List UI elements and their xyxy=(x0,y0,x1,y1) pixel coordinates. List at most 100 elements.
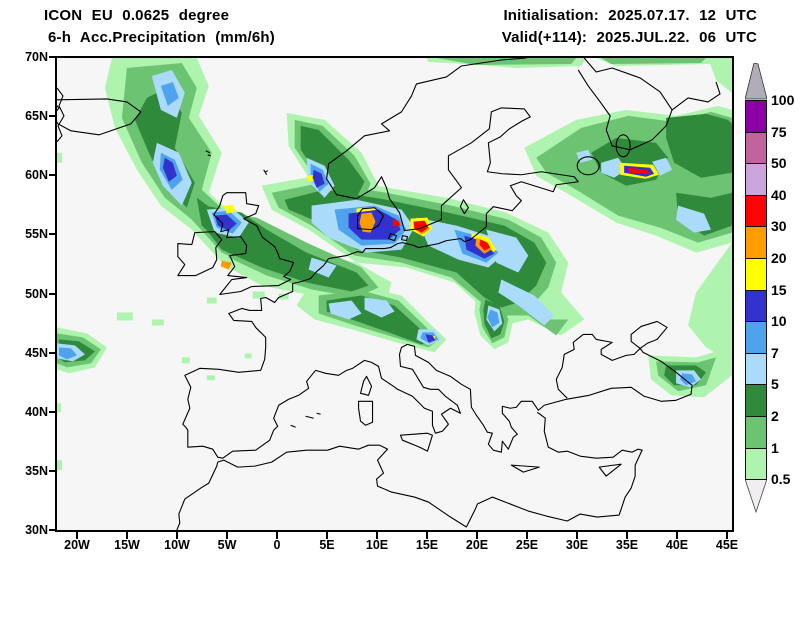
colorbar-level-label: 30 xyxy=(771,218,787,235)
lat-tick-label: 40N xyxy=(25,404,48,419)
coast-ireland xyxy=(177,231,223,277)
lon-tick-label: 40E xyxy=(665,538,689,552)
colorbar-block xyxy=(745,321,767,354)
island-cyprus xyxy=(598,463,622,477)
colorbar-level-label: 5 xyxy=(771,376,779,393)
colorbar-block xyxy=(745,352,767,386)
lon-tick-label: 30E xyxy=(565,538,589,552)
colorbar-block xyxy=(745,416,767,449)
colorbar-level-label: 100 xyxy=(771,92,795,108)
colorbar-block xyxy=(745,163,767,196)
europe-precipitation-map xyxy=(57,58,732,530)
lat-tick-mark xyxy=(49,292,57,295)
colorbar-block xyxy=(745,194,767,228)
lon-tick-label: 5W xyxy=(217,538,237,552)
precip-red xyxy=(392,167,651,251)
map-frame xyxy=(55,56,734,532)
lat-tick-label: 50N xyxy=(25,286,48,301)
lon-tick-mark xyxy=(126,531,128,539)
colorbar-block xyxy=(745,258,767,291)
lon-tick-mark xyxy=(276,531,278,539)
colorbar-block xyxy=(745,384,767,417)
lon-tick-label: 10W xyxy=(164,538,190,552)
lon-tick-label: 15E xyxy=(415,538,439,552)
lat-tick-mark xyxy=(49,56,57,58)
colorbar-level-label: 40 xyxy=(771,186,787,203)
coast-iceland xyxy=(57,98,142,136)
initialisation-time: Initialisation: 2025.07.17. 12 UTC xyxy=(503,7,757,24)
lat-tick-label: 70N xyxy=(25,50,48,64)
lake-onega xyxy=(615,134,631,158)
lon-tick-mark xyxy=(576,531,578,539)
lat-tick-mark xyxy=(49,115,57,118)
valid-time: Valid(+114): 2025.JUL.22. 06 UTC xyxy=(501,29,757,46)
lon-tick-label: 15W xyxy=(114,538,140,552)
lat-tick-mark xyxy=(49,174,57,177)
lon-tick-mark xyxy=(676,531,678,539)
lon-tick-label: 35E xyxy=(615,538,639,552)
coast-denmark xyxy=(357,207,385,231)
lat-tick-label: 65N xyxy=(25,109,48,124)
lat-tick-mark xyxy=(49,529,57,531)
lon-tick-mark xyxy=(426,531,428,539)
lat-tick-label: 35N xyxy=(25,463,48,478)
colorbar-level-label: 15 xyxy=(771,281,787,298)
lon-tick-label: 20W xyxy=(64,538,90,552)
island-gotland xyxy=(459,199,469,215)
lon-tick-label: 10E xyxy=(365,538,389,552)
lon-tick-label: 25E xyxy=(515,538,539,552)
island-crete xyxy=(510,464,540,473)
island-sardinia xyxy=(358,400,374,426)
lat-tick-mark xyxy=(49,469,57,472)
lon-tick-mark xyxy=(326,531,328,539)
colorbar-level-label: 20 xyxy=(771,250,787,266)
lake-ladoga xyxy=(576,156,600,176)
lon-tick-mark xyxy=(176,531,178,539)
colorbar-level-label: 75 xyxy=(771,123,787,140)
coast-azov-sea xyxy=(630,320,668,349)
colorbar-level-label: 50 xyxy=(771,155,787,172)
lat-tick-label: 45N xyxy=(25,345,48,360)
lon-tick-mark xyxy=(726,531,728,539)
colorbar-level-label: 1 xyxy=(771,439,779,456)
island-sicily xyxy=(399,432,433,452)
islands-faroe-shetland xyxy=(205,150,268,176)
colorbar-top-arrow xyxy=(745,63,767,100)
colorbar-bottom-arrow-shape xyxy=(745,479,767,514)
lon-tick-label: 0 xyxy=(273,538,281,552)
island-corsica xyxy=(360,375,373,396)
product-title: 6-h Acc.Precipitation (mm/6h) xyxy=(48,29,275,46)
lat-tick-mark xyxy=(49,351,57,354)
lat-tick-mark xyxy=(49,410,57,413)
coastlines xyxy=(57,58,721,530)
colorbar-block xyxy=(745,289,767,323)
colorbar-block xyxy=(745,447,767,481)
colorbar-block xyxy=(745,131,767,165)
colorbar-block xyxy=(745,226,767,259)
colorbar-level-label: 0.5 xyxy=(771,471,791,488)
lon-tick-mark xyxy=(626,531,628,539)
coast-mainland-north xyxy=(182,58,693,459)
lon-tick-mark xyxy=(226,531,228,539)
coast-great-britain xyxy=(213,192,295,296)
colorbar-top-arrow-shape xyxy=(745,63,767,100)
lat-tick-label: 60N xyxy=(25,168,48,183)
coast-turkey-africa xyxy=(176,411,643,530)
model-title: ICON EU 0.0625 degree xyxy=(44,7,230,24)
islands-balearic xyxy=(290,412,321,428)
coast-greenland-fragments xyxy=(57,87,65,143)
lat-tick-mark xyxy=(49,233,57,236)
lon-tick-mark xyxy=(526,531,528,539)
lon-tick-label: 20E xyxy=(465,538,489,552)
lon-tick-mark xyxy=(476,531,478,539)
coast-danish-islands xyxy=(387,233,409,242)
lat-tick-label: 55N xyxy=(25,227,48,242)
lat-tick-label: 30N xyxy=(25,523,48,537)
colorbar-bottom-arrow xyxy=(745,479,767,514)
lon-tick-label: 5E xyxy=(319,538,335,552)
colorbar-level-label: 7 xyxy=(771,344,779,361)
coast-white-sea xyxy=(577,58,721,151)
lon-tick-mark xyxy=(76,531,78,539)
colorbar-level-label: 10 xyxy=(771,313,787,330)
